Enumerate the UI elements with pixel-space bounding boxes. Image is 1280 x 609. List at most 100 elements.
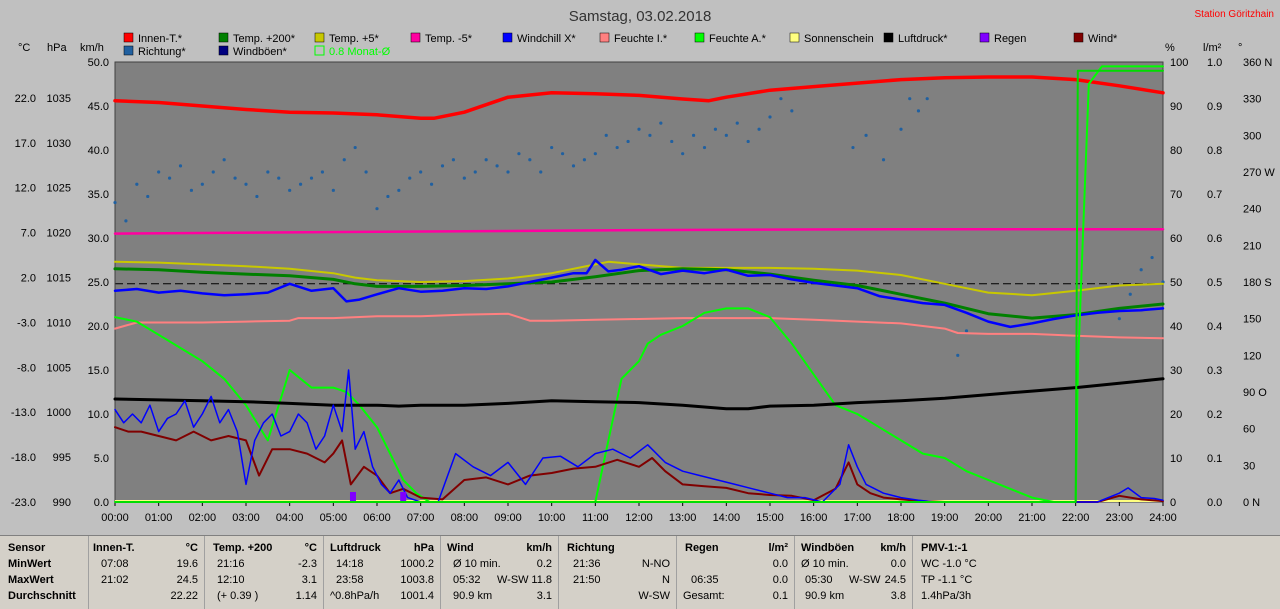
y-tick-temp: 12.0 bbox=[15, 183, 36, 195]
x-tick-label: 24:00 bbox=[1149, 512, 1177, 524]
legend-swatch bbox=[883, 32, 894, 43]
plot-area bbox=[115, 62, 1163, 502]
x-tick-label: 18:00 bbox=[887, 512, 915, 524]
axis-unit-left: °C bbox=[18, 42, 30, 54]
direction-point bbox=[178, 164, 183, 168]
direction-point bbox=[255, 194, 259, 199]
summary-direction: W-SW bbox=[497, 574, 529, 586]
y-tick-rain: 0.3 bbox=[1207, 365, 1222, 377]
legend-label: Regen bbox=[994, 33, 1026, 45]
y-tick-kmh: 20.0 bbox=[88, 321, 109, 333]
summary-col-windboeen: Windböen km/h Ø 10 min. 0.0 05:30 W-SW 24.5 … bbox=[795, 536, 913, 609]
legend-swatch bbox=[218, 45, 229, 56]
direction-point bbox=[779, 97, 783, 101]
x-tick-label: 02:00 bbox=[189, 512, 217, 524]
y-tick-direction: 60 bbox=[1243, 424, 1255, 436]
direction-point bbox=[899, 127, 903, 131]
x-tick-label: 23:00 bbox=[1106, 512, 1134, 524]
y-tick-rain: 0.7 bbox=[1207, 189, 1222, 201]
y-tick-direction: 270 W bbox=[1243, 167, 1275, 179]
y-tick-pct: 100 bbox=[1170, 57, 1188, 69]
y-tick-kmh: 0.0 bbox=[94, 497, 109, 509]
axis-unit-right: l/m² bbox=[1203, 42, 1222, 54]
x-tick-label: 11:00 bbox=[582, 512, 609, 524]
summary-value: 1000.2 bbox=[400, 558, 434, 570]
x-tick-label: 15:00 bbox=[756, 512, 784, 524]
y-tick-hpa: 1015 bbox=[47, 273, 71, 285]
summary-time: 14:18 bbox=[336, 558, 364, 570]
direction-point bbox=[353, 145, 357, 150]
direction-point bbox=[571, 164, 576, 168]
summary-value: -2.3 bbox=[298, 558, 317, 570]
axes: 50.0 45.0 40.0 35.0 30.0 25.0 20.0 15.0 10.0 5.0 0… bbox=[11, 57, 1275, 524]
summary-time: 21:50 bbox=[573, 574, 601, 586]
direction-point bbox=[702, 145, 707, 150]
direction-point bbox=[908, 97, 912, 101]
axis-unit-labels: °C hPa km/h% l/m² ° bbox=[18, 42, 1242, 54]
series-line bbox=[114, 260, 1164, 297]
y-tick-direction: 300 bbox=[1243, 130, 1261, 142]
summary-header: Innen-T. bbox=[93, 542, 135, 554]
x-tick-label: 17:00 bbox=[844, 512, 872, 524]
summary-header: Sensor bbox=[8, 542, 46, 554]
summary-value: 24.5 bbox=[884, 574, 906, 586]
direction-point bbox=[560, 152, 565, 156]
y-tick-temp: -8.0 bbox=[17, 362, 36, 374]
summary-row-label: MinWert bbox=[8, 558, 52, 570]
direction-point bbox=[342, 158, 346, 162]
direction-point bbox=[735, 121, 739, 125]
y-tick-hpa: 1035 bbox=[47, 93, 71, 105]
summary-unit: km/h bbox=[526, 542, 552, 554]
legend-swatch bbox=[1073, 32, 1084, 43]
summary-col-pmv: PMV-1:-1 WC -1.0 °C TP -1.1 °C 1.4hPa/3h bbox=[913, 536, 1023, 609]
legend-swatch bbox=[314, 45, 325, 56]
summary-time: (+ 0.39 ) bbox=[217, 590, 259, 602]
summary-row-label: MaxWert bbox=[8, 574, 54, 586]
summary-header: Richtung bbox=[567, 542, 615, 554]
direction-point bbox=[864, 133, 868, 137]
y-tick-kmh: 45.0 bbox=[88, 101, 109, 113]
direction-point bbox=[211, 170, 215, 174]
direction-point bbox=[724, 133, 728, 137]
y-tick-pct: 20 bbox=[1170, 409, 1182, 421]
direction-point bbox=[484, 158, 488, 162]
x-tick-label: 08:00 bbox=[451, 512, 479, 524]
y-tick-pct: 10 bbox=[1170, 453, 1182, 465]
y-tick-temp: -23.0 bbox=[11, 497, 36, 509]
weather-chart: Samstag, 03.02.2018 Station Göritzhain I… bbox=[10, 8, 1276, 524]
direction-point bbox=[397, 188, 401, 192]
summary-time: Ø 10 min. bbox=[453, 558, 501, 570]
direction-point bbox=[135, 182, 139, 186]
summary-header: Luftdruck bbox=[330, 542, 381, 554]
summary-row-label: Durchschnitt bbox=[8, 590, 76, 602]
y-tick-rain: 0.9 bbox=[1207, 101, 1222, 113]
summary-col-luftdruck: Luftdruck hPa 14:18 1000.2 23:58 1003.8 ^0.… bbox=[324, 536, 441, 609]
direction-point bbox=[440, 164, 445, 168]
direction-point bbox=[364, 170, 368, 174]
y-tick-rain: 0.4 bbox=[1207, 321, 1222, 333]
chart-title: Samstag, 03.02.2018 bbox=[569, 8, 712, 25]
y-tick-hpa: 995 bbox=[53, 452, 71, 464]
rain-bar bbox=[349, 492, 356, 501]
x-tick-label: 00:00 bbox=[101, 512, 129, 524]
summary-time: 21:02 bbox=[101, 574, 129, 586]
summary-header: PMV-1:-1 bbox=[921, 542, 968, 554]
direction-point bbox=[375, 207, 379, 211]
summary-header: Windböen bbox=[801, 542, 855, 554]
y-tick-temp: 7.0 bbox=[21, 228, 36, 240]
y-tick-temp: 2.0 bbox=[21, 273, 36, 285]
y-tick-direction: 150 bbox=[1243, 314, 1261, 326]
summary-time: 23:58 bbox=[336, 574, 364, 586]
summary-time: ^0.8hPa/h bbox=[330, 590, 380, 602]
direction-point bbox=[757, 127, 761, 131]
legend-label: Windböen* bbox=[233, 46, 288, 58]
direction-point bbox=[451, 158, 456, 162]
direction-point bbox=[408, 176, 412, 180]
y-tick-rain: 0.8 bbox=[1207, 145, 1222, 157]
direction-point bbox=[550, 145, 554, 150]
series-line bbox=[113, 75, 1165, 121]
summary-col-richtung: Richtung 21:36 N-NO 21:50 N W-SW bbox=[559, 536, 677, 609]
y-tick-rain: 1.0 bbox=[1207, 57, 1222, 69]
x-tick-label: 21:00 bbox=[1018, 512, 1046, 524]
direction-point bbox=[593, 152, 597, 156]
